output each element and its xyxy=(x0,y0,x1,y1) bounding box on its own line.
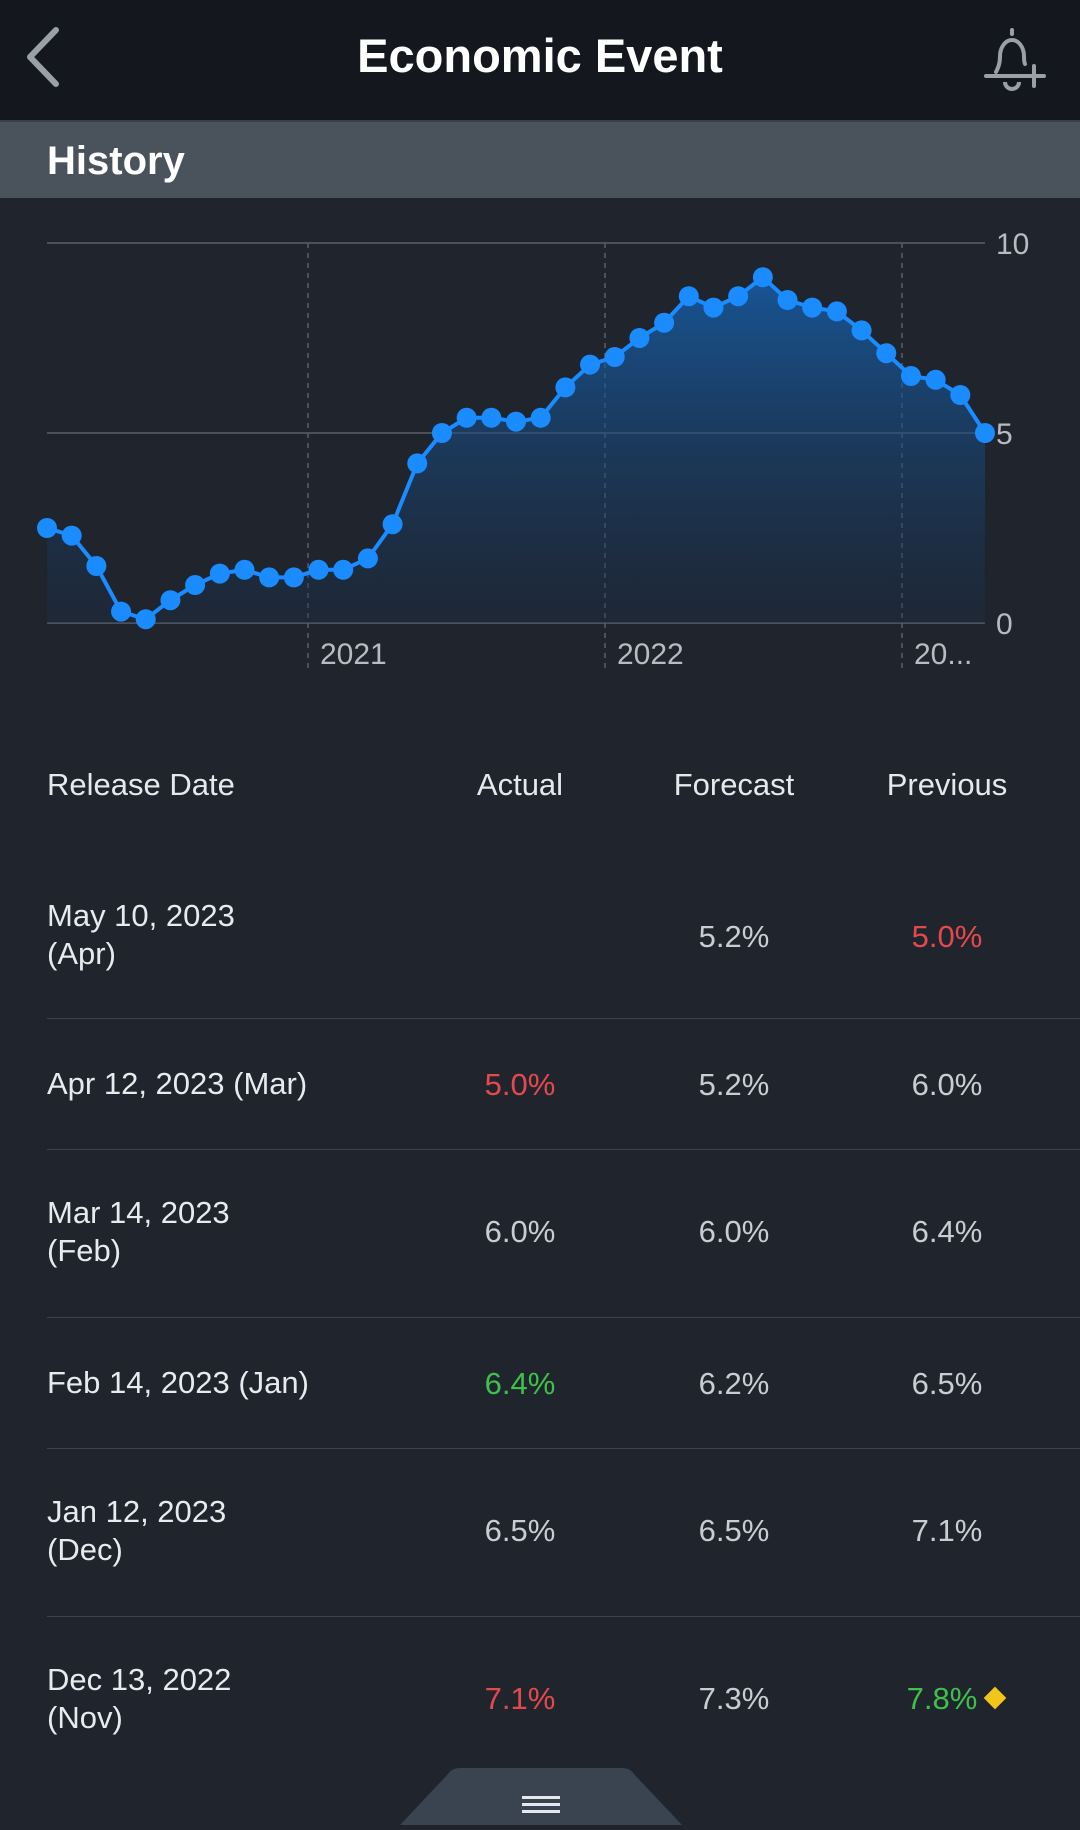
release-date: Mar 14, 2023 (Feb) xyxy=(47,1195,230,1268)
section-title: History xyxy=(47,139,185,183)
actual-value: 6.4% xyxy=(484,1366,556,1401)
data-point[interactable] xyxy=(654,312,675,333)
data-point[interactable] xyxy=(160,590,181,611)
data-point[interactable] xyxy=(333,559,354,580)
chevron-left-icon xyxy=(27,27,59,87)
data-point[interactable] xyxy=(802,297,823,318)
previous-value: 7.8% xyxy=(855,1681,1055,1717)
data-point[interactable] xyxy=(950,385,971,405)
col-header-release-date: Release Date xyxy=(47,767,235,802)
data-point[interactable] xyxy=(234,559,255,580)
data-point[interactable] xyxy=(37,518,57,538)
data-point[interactable] xyxy=(975,423,995,443)
col-header-actual: Actual xyxy=(476,767,564,802)
y-tick-label: 0 xyxy=(996,608,1013,641)
release-date: Feb 14, 2023 (Jan) xyxy=(47,1365,309,1400)
data-point[interactable] xyxy=(456,407,477,428)
data-point[interactable] xyxy=(826,301,847,322)
chart-area xyxy=(47,277,985,623)
back-button[interactable] xyxy=(20,22,80,92)
data-point[interactable] xyxy=(407,453,428,474)
release-date: Dec 13, 2022 (Nov) xyxy=(47,1662,232,1735)
previous-value: 6.4% xyxy=(911,1214,983,1249)
bottom-drawer-handle[interactable] xyxy=(400,1768,682,1825)
data-point[interactable] xyxy=(61,525,82,546)
data-point[interactable] xyxy=(185,575,206,595)
data-point[interactable] xyxy=(629,328,650,348)
table-row[interactable]: Mar 14, 2023 (Feb) 6.0% 6.0% 6.4% xyxy=(47,1150,1080,1318)
previous-value: 6.0% xyxy=(911,1067,983,1102)
data-point[interactable] xyxy=(876,343,897,364)
data-point[interactable] xyxy=(530,407,551,428)
col-header-forecast: Forecast xyxy=(673,767,795,802)
table-row[interactable]: Apr 12, 2023 (Mar) 5.0% 5.2% 6.0% xyxy=(47,1019,1080,1150)
actual-value: 6.5% xyxy=(484,1513,556,1548)
bell-plus-icon xyxy=(984,28,1046,91)
previous-value: 7.1% xyxy=(911,1513,983,1548)
data-point[interactable] xyxy=(555,377,576,398)
forecast-value: 6.2% xyxy=(698,1366,770,1401)
data-point[interactable] xyxy=(678,286,699,307)
previous-value-text: 7.8% xyxy=(906,1681,978,1716)
table-row[interactable]: May 10, 2023 (Apr) 5.2% 5.0% xyxy=(47,865,1080,1019)
data-point[interactable] xyxy=(752,267,773,288)
add-alert-button[interactable] xyxy=(972,20,1052,100)
data-point[interactable] xyxy=(728,286,749,307)
revised-diamond-icon xyxy=(984,1686,1007,1710)
data-point[interactable] xyxy=(308,559,329,580)
data-point[interactable] xyxy=(900,366,921,386)
forecast-value: 5.2% xyxy=(698,919,770,954)
data-point[interactable] xyxy=(259,567,280,588)
previous-value: 5.0% xyxy=(911,919,983,954)
previous-value: 6.5% xyxy=(911,1366,983,1401)
data-point[interactable] xyxy=(703,297,724,318)
data-point[interactable] xyxy=(135,609,156,630)
data-point[interactable] xyxy=(580,354,601,375)
menu-handle-icon xyxy=(400,1768,682,1825)
data-point[interactable] xyxy=(481,407,502,428)
forecast-value: 7.3% xyxy=(698,1681,770,1716)
x-tick-label: 20... xyxy=(914,638,972,671)
data-point[interactable] xyxy=(357,548,378,569)
release-date: Apr 12, 2023 (Mar) xyxy=(47,1066,308,1101)
y-tick-label: 5 xyxy=(996,418,1013,451)
col-header-previous: Previous xyxy=(886,767,1008,802)
data-point[interactable] xyxy=(506,411,526,432)
release-date: Jan 12, 2023 (Dec) xyxy=(47,1494,227,1567)
data-point[interactable] xyxy=(431,423,452,443)
forecast-value: 5.2% xyxy=(698,1067,770,1102)
y-tick-label: 10 xyxy=(996,228,1029,261)
page-title: Economic Event xyxy=(357,29,723,82)
data-point[interactable] xyxy=(777,290,798,310)
x-tick-label: 2021 xyxy=(320,638,387,671)
data-point[interactable] xyxy=(382,514,403,535)
history-section-header: History xyxy=(0,122,1080,198)
data-point[interactable] xyxy=(86,556,107,576)
forecast-value: 6.0% xyxy=(698,1214,770,1249)
release-date: May 10, 2023 (Apr) xyxy=(47,898,235,971)
data-point[interactable] xyxy=(925,369,946,390)
actual-value: 5.0% xyxy=(484,1067,556,1102)
data-point[interactable] xyxy=(111,601,132,622)
x-tick-label: 2022 xyxy=(617,638,684,671)
data-point[interactable] xyxy=(209,563,230,584)
table-row[interactable]: Dec 13, 2022 (Nov) 7.1% 7.3% 7.8% xyxy=(47,1617,1080,1767)
actual-value: 6.0% xyxy=(484,1214,556,1249)
history-chart: 10 5 0 2021 2022 20... xyxy=(37,228,1029,672)
data-point[interactable] xyxy=(604,347,625,367)
data-point[interactable] xyxy=(283,567,304,588)
data-point[interactable] xyxy=(851,320,872,341)
forecast-value: 6.5% xyxy=(698,1513,770,1548)
table-row[interactable]: Feb 14, 2023 (Jan) 6.4% 6.2% 6.5% xyxy=(47,1318,1080,1449)
top-bar: Economic Event xyxy=(0,0,1080,122)
actual-value: 7.1% xyxy=(484,1681,556,1716)
table-row[interactable]: Jan 12, 2023 (Dec) 6.5% 6.5% 7.1% xyxy=(47,1449,1080,1617)
